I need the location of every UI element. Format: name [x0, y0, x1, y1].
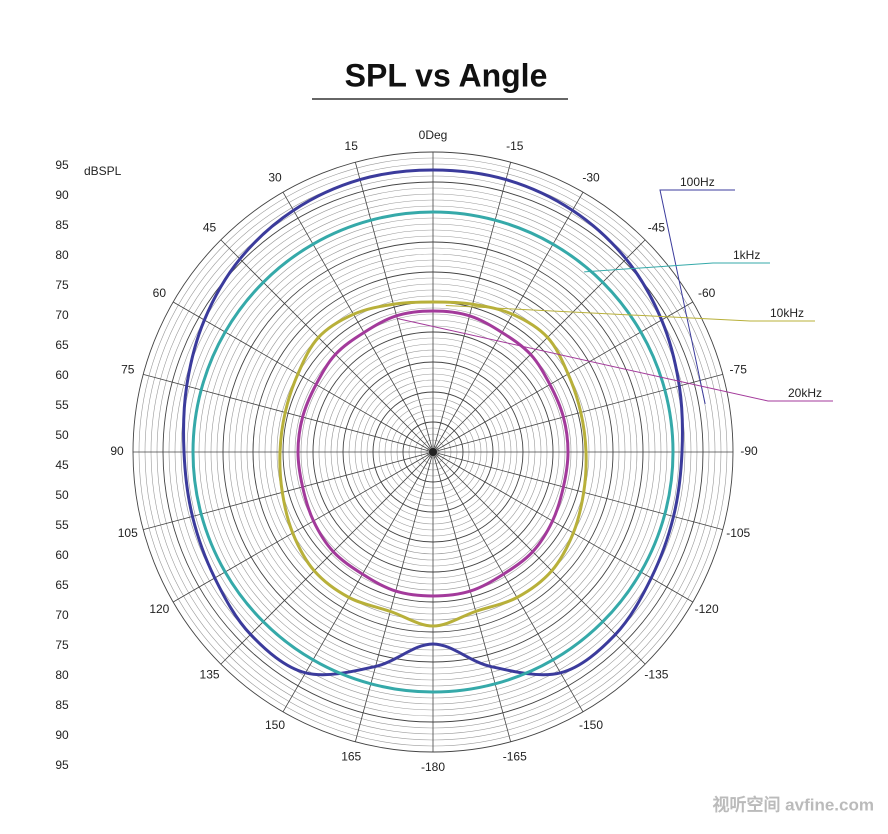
- radial-grid-line: [220, 239, 434, 453]
- angle-tick-label: -15: [506, 139, 524, 153]
- angle-tick-label: 165: [341, 749, 361, 763]
- series-curve: [182, 168, 684, 677]
- legend-leader: [659, 189, 735, 405]
- angle-tick-label: 120: [149, 602, 169, 616]
- legend-label: 1kHz: [733, 248, 760, 262]
- angle-tick-label: 90: [110, 444, 124, 458]
- angle-tick-label: 15: [345, 139, 359, 153]
- radial-grid-line: [432, 451, 512, 742]
- radial-grid-line: [172, 451, 434, 603]
- angle-tick-label: 0Deg: [419, 128, 448, 142]
- r-tick-label: 55: [55, 398, 69, 412]
- angle-tick-label: 75: [121, 362, 135, 376]
- r-tick-label: 90: [55, 728, 69, 742]
- r-tick-label: 50: [55, 488, 69, 502]
- r-tick-label: 75: [55, 278, 69, 292]
- angle-tick-label: 60: [153, 286, 167, 300]
- angle-tick-label: 105: [118, 526, 138, 540]
- legend-label: 100Hz: [680, 175, 715, 189]
- angle-tick-label: -135: [644, 668, 668, 682]
- r-tick-label: 85: [55, 218, 69, 232]
- r-tick-label: 60: [55, 548, 69, 562]
- angle-tick-label: 150: [265, 718, 285, 732]
- angle-tick-label: -90: [740, 444, 758, 458]
- series-curve: [191, 210, 675, 694]
- radial-grid-line: [432, 451, 694, 603]
- chart-title: SPL vs Angle: [345, 57, 548, 93]
- angle-tick-label: -105: [726, 526, 750, 540]
- legend-leader: [584, 262, 770, 273]
- angle-tick-label: -60: [698, 286, 716, 300]
- angle-tick-label: -180: [421, 760, 445, 774]
- r-tick-label: 70: [55, 308, 69, 322]
- legend-leader: [397, 318, 833, 402]
- radial-grid-line: [432, 191, 584, 453]
- r-tick-label: 90: [55, 188, 69, 202]
- angle-tick-label: -120: [695, 602, 719, 616]
- watermark: 视听空间 avfine.com: [712, 794, 874, 814]
- r-tick-label: 65: [55, 578, 69, 592]
- r-tick-label: 60: [55, 368, 69, 382]
- center-dot: [429, 448, 437, 456]
- angle-tick-label: -75: [730, 362, 748, 376]
- radial-grid-line: [354, 162, 434, 453]
- angle-tick-label: -165: [503, 749, 527, 763]
- r-tick-label: 95: [55, 158, 69, 172]
- radial-grid-line: [354, 451, 434, 742]
- r-tick-label: 45: [55, 458, 69, 472]
- angle-tick-label: -45: [648, 221, 666, 235]
- r-tick-label: 70: [55, 608, 69, 622]
- radial-grid-line: [220, 451, 434, 665]
- r-tick-label: 95: [55, 758, 69, 772]
- angle-tick-label: -30: [582, 171, 600, 185]
- r-tick-label: 65: [55, 338, 69, 352]
- radial-grid-line: [282, 451, 434, 713]
- radial-grid-line: [432, 301, 694, 453]
- series-curve: [296, 309, 570, 598]
- r-tick-label: 85: [55, 698, 69, 712]
- radial-grid-line: [432, 239, 646, 453]
- r-tick-label: 80: [55, 248, 69, 262]
- r-tick-label: 50: [55, 428, 69, 442]
- series-curve: [278, 300, 588, 628]
- radial-grid-line: [432, 373, 723, 453]
- r-tick-label: 75: [55, 638, 69, 652]
- legend-leader: [445, 305, 815, 322]
- r-axis-label: dBSPL: [84, 164, 122, 178]
- radial-grid-line: [432, 451, 584, 713]
- angle-tick-label: -150: [579, 718, 603, 732]
- radial-grid-line: [282, 191, 434, 453]
- radial-grid-line: [432, 451, 646, 665]
- radial-grid-line: [172, 301, 434, 453]
- radial-grid-line: [143, 373, 434, 453]
- r-tick-label: 80: [55, 668, 69, 682]
- angle-tick-label: 30: [268, 171, 282, 185]
- r-tick-label: 55: [55, 518, 69, 532]
- angle-tick-label: 45: [203, 221, 217, 235]
- angle-tick-label: 135: [200, 668, 220, 682]
- legend-label: 20kHz: [788, 386, 822, 400]
- legend-label: 10kHz: [770, 306, 804, 320]
